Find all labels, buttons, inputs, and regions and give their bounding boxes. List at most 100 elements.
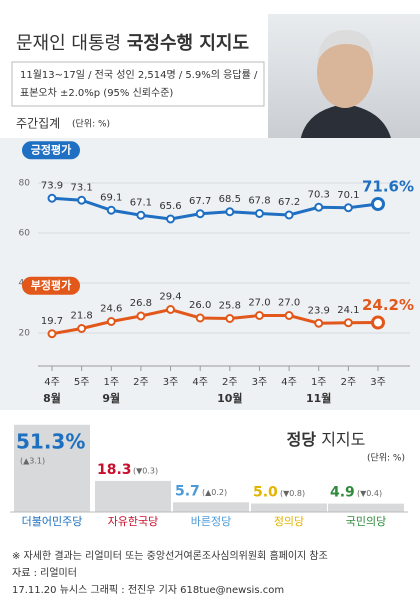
x-tick-label: 2주 — [222, 377, 238, 388]
y-tick-label: 80 — [19, 179, 31, 189]
x-tick-label: 1주 — [311, 377, 327, 388]
value-label: 67.2 — [278, 197, 300, 208]
value-label: 67.8 — [248, 196, 270, 207]
x-tick-label: 2주 — [133, 377, 149, 388]
footer-credit: 17.11.20 뉴시스 그래픽 : 전진우 기자 618tue@newsis.… — [12, 584, 284, 596]
series-line — [51, 307, 379, 336]
change-label: (▼0.3) — [133, 466, 158, 475]
subtitle: 표본오차 ±2.0%p (95% 신뢰수준) — [20, 87, 173, 99]
point — [77, 195, 87, 205]
value-label: 19.7 — [41, 316, 63, 327]
point — [47, 329, 57, 339]
bar — [251, 503, 327, 512]
value-label: 26.0 — [189, 300, 211, 311]
point — [77, 324, 87, 333]
value-label: 67.1 — [130, 197, 152, 208]
month-label: 9월 — [102, 391, 120, 405]
x-tick-label: 1주 — [103, 377, 119, 388]
point — [371, 197, 385, 211]
point — [136, 311, 146, 321]
value-label: 24.2% — [362, 296, 414, 314]
point — [195, 313, 205, 323]
point — [314, 202, 324, 212]
value-label: 21.8 — [71, 311, 93, 322]
title-bold: 국정수행 지지도 — [127, 33, 249, 54]
title: 문재인 대통령 국정수행 지지도 — [16, 33, 249, 54]
x-tick-label: 더불어민주당 — [22, 515, 83, 528]
value-label: 51.3% — [16, 429, 85, 453]
title-text: 지지도 — [321, 430, 365, 449]
bar — [14, 424, 90, 512]
x-tick-label: 3주 — [252, 377, 268, 388]
legend-label: 부정평가 — [31, 278, 71, 292]
point — [284, 311, 294, 320]
x-tick-label: 3주 — [163, 377, 179, 388]
value-label: 24.6 — [100, 304, 122, 315]
value-label: 5.7 — [175, 483, 200, 499]
bar — [328, 503, 404, 512]
value-label: 25.8 — [219, 301, 241, 312]
unit: (단위: %) — [367, 453, 405, 464]
change-label: (▲3.1) — [20, 456, 45, 465]
point — [314, 318, 324, 328]
value-label: 4.9 — [330, 485, 355, 501]
point — [284, 210, 294, 220]
subtitle-box — [11, 61, 265, 107]
point — [254, 209, 264, 218]
legend-pill — [22, 276, 80, 295]
point — [106, 205, 116, 215]
value-label: 73.9 — [41, 180, 63, 191]
x-tick-label: 5주 — [74, 377, 90, 388]
point — [106, 317, 116, 326]
title-bold: 정당 — [287, 430, 317, 449]
value-label: 26.8 — [130, 298, 152, 309]
point — [136, 210, 146, 220]
point — [343, 203, 353, 213]
change-label: (▼0.4) — [357, 489, 382, 498]
change-label: (▼0.8) — [280, 489, 305, 498]
point — [225, 314, 235, 323]
x-tick-label: 4주 — [44, 377, 60, 388]
x-tick-label: 3주 — [370, 377, 386, 388]
x-tick-label: 4주 — [192, 377, 208, 388]
value-label: 68.5 — [219, 194, 241, 205]
value-label: 65.6 — [159, 201, 181, 212]
value-label: 70.1 — [337, 190, 359, 201]
value-label: 29.4 — [159, 292, 181, 303]
legend-pill — [22, 141, 80, 160]
month-label: 8월 — [43, 391, 61, 405]
month-label: 10월 — [217, 391, 242, 405]
portrait-hair — [317, 30, 374, 62]
bar — [173, 502, 249, 512]
value-label: 5.0 — [253, 485, 278, 501]
value-label: 69.1 — [100, 192, 122, 203]
x-tick-label: 정의당 — [274, 515, 304, 528]
x-tick-label: 바른정당 — [191, 515, 231, 528]
portrait-face — [317, 36, 373, 108]
y-tick-label: 20 — [19, 329, 31, 339]
value-label: 71.6% — [362, 178, 414, 196]
chart-title: 정당 지지도 — [287, 430, 366, 449]
y-tick-label: 60 — [19, 229, 31, 239]
point — [254, 311, 264, 320]
value-label: 70.3 — [308, 189, 330, 200]
value-label: 27.0 — [278, 298, 300, 309]
x-tick-label: 자유한국당 — [108, 515, 159, 528]
value-label: 18.3 — [97, 462, 132, 478]
month-label: 11월 — [306, 391, 331, 405]
point — [343, 318, 353, 328]
change-label: (▲0.2) — [202, 488, 227, 497]
point — [225, 207, 235, 217]
x-tick-label: 2주 — [341, 377, 357, 388]
portrait-suit — [300, 104, 392, 142]
bar — [95, 480, 171, 512]
point — [195, 209, 205, 219]
chart-title: 주간집계 — [16, 117, 60, 131]
value-label: 23.9 — [308, 305, 330, 316]
footer-note: ※ 자세한 결과는 리얼미터 또는 중앙선거여론조사심의위원회 홈페이지 참조 — [12, 549, 328, 562]
value-label: 73.1 — [71, 182, 93, 193]
x-tick-label: 국민의당 — [346, 515, 386, 528]
title-text: 문재인 대통령 — [16, 33, 121, 54]
plot-background — [0, 138, 420, 410]
